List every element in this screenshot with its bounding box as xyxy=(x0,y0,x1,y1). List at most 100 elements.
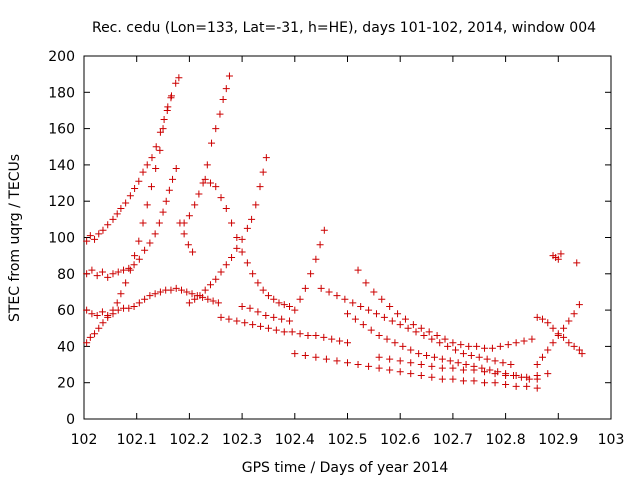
data-point xyxy=(233,244,241,252)
data-point xyxy=(146,292,154,300)
data-point xyxy=(465,342,473,350)
data-point xyxy=(143,161,151,169)
data-point xyxy=(378,295,386,303)
y-tick-label: 180 xyxy=(48,85,75,101)
data-point xyxy=(404,324,412,332)
data-point xyxy=(159,208,167,216)
data-point xyxy=(483,355,491,363)
data-point xyxy=(225,72,233,80)
data-point xyxy=(491,370,499,378)
data-point xyxy=(575,346,583,354)
data-point xyxy=(386,302,394,310)
data-point xyxy=(549,339,557,347)
data-point xyxy=(512,371,520,379)
data-point xyxy=(349,299,357,307)
data-point xyxy=(147,183,155,191)
data-point xyxy=(165,186,173,194)
data-point xyxy=(262,312,270,320)
data-point xyxy=(467,351,475,359)
data-point xyxy=(499,359,507,367)
data-point xyxy=(83,306,91,314)
data-point xyxy=(538,315,546,323)
data-point xyxy=(163,106,171,114)
data-point xyxy=(156,288,164,296)
data-point xyxy=(95,230,103,238)
data-point xyxy=(259,286,267,294)
data-point xyxy=(560,333,568,341)
data-point xyxy=(99,319,107,327)
data-point xyxy=(139,168,147,176)
x-tick-label: 102.9 xyxy=(538,432,578,448)
data-point xyxy=(264,324,272,332)
data-point xyxy=(120,266,128,274)
data-point xyxy=(212,275,220,283)
data-point xyxy=(151,230,159,238)
data-point xyxy=(354,266,362,274)
data-point xyxy=(322,355,330,363)
data-point xyxy=(172,79,180,87)
data-point xyxy=(394,310,402,318)
data-point xyxy=(549,324,557,332)
data-point xyxy=(420,332,428,340)
data-point xyxy=(428,335,436,343)
data-point xyxy=(365,306,373,314)
y-tick-label: 140 xyxy=(48,158,75,174)
data-point xyxy=(570,310,578,318)
data-point xyxy=(417,361,425,369)
data-point xyxy=(304,332,312,340)
data-point xyxy=(544,370,552,378)
data-point xyxy=(452,346,460,354)
data-point xyxy=(396,368,404,376)
data-point xyxy=(264,292,272,300)
data-point xyxy=(270,313,278,321)
data-point xyxy=(83,339,91,347)
data-point xyxy=(95,324,103,332)
data-point xyxy=(470,366,478,374)
data-point xyxy=(481,344,489,352)
data-point xyxy=(512,339,520,347)
data-point xyxy=(156,146,164,154)
data-point xyxy=(257,322,265,330)
data-point xyxy=(438,375,446,383)
data-point xyxy=(459,350,467,358)
y-tick-label: 40 xyxy=(57,339,75,355)
data-point xyxy=(246,304,254,312)
data-point xyxy=(156,128,164,136)
y-tick-label: 100 xyxy=(48,231,75,247)
data-point xyxy=(272,326,280,334)
data-point xyxy=(117,290,125,298)
data-point xyxy=(475,353,483,361)
data-point xyxy=(216,110,224,118)
data-point xyxy=(491,379,499,387)
data-point xyxy=(141,295,149,303)
data-point xyxy=(423,351,431,359)
data-point xyxy=(113,299,121,307)
data-point xyxy=(177,286,185,294)
data-point xyxy=(533,313,541,321)
data-point xyxy=(219,96,227,104)
data-point xyxy=(172,165,180,173)
data-point xyxy=(367,326,375,334)
data-point xyxy=(386,366,394,374)
data-point xyxy=(135,299,143,307)
data-point xyxy=(222,261,230,269)
data-point xyxy=(425,328,433,336)
data-points xyxy=(83,72,586,392)
data-point xyxy=(86,232,94,240)
data-point xyxy=(512,382,520,390)
data-point xyxy=(248,215,256,223)
data-point xyxy=(288,328,296,336)
data-point xyxy=(438,355,446,363)
data-point xyxy=(228,219,236,227)
data-point xyxy=(502,371,510,379)
data-point xyxy=(206,281,214,289)
data-point xyxy=(307,270,315,278)
data-point xyxy=(167,94,175,102)
data-point xyxy=(560,324,568,332)
data-point xyxy=(280,328,288,336)
data-point xyxy=(256,183,264,191)
data-point xyxy=(575,301,583,309)
data-point xyxy=(417,324,425,332)
data-point xyxy=(86,333,94,341)
data-point xyxy=(317,284,325,292)
